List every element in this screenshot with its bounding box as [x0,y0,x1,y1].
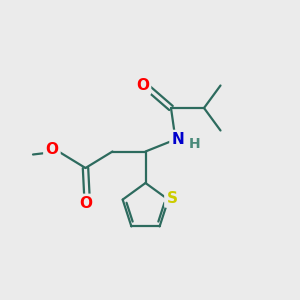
Text: O: O [45,142,58,158]
Text: O: O [136,78,149,93]
Text: S: S [167,190,177,206]
Text: O: O [79,196,92,211]
Text: N: N [172,132,184,147]
Text: H: H [188,137,200,151]
